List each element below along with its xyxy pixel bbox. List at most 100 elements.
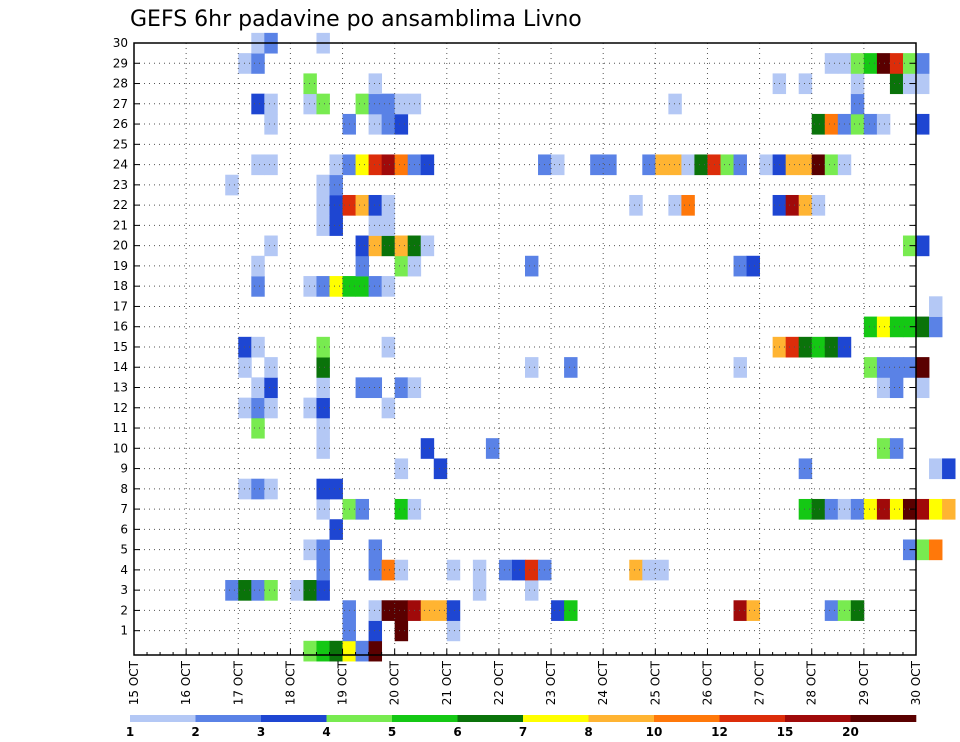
heatmap-cell — [863, 357, 878, 378]
heatmap-cell — [876, 377, 891, 399]
heatmap-cell — [316, 194, 330, 216]
heatmap-cell — [889, 498, 904, 520]
heatmap-cell — [251, 377, 265, 399]
heatmap-cell — [733, 154, 747, 176]
heatmap-cell — [368, 73, 383, 95]
heatmap-cell — [355, 276, 369, 297]
y-tick-label: 11 — [113, 421, 128, 435]
x-tick-label: 29 OCT — [857, 660, 871, 705]
heatmap-cell — [876, 53, 891, 74]
heatmap-cell — [368, 640, 383, 662]
heatmap-cell — [355, 235, 369, 257]
heatmap-cell — [329, 519, 343, 540]
heatmap-cell — [316, 215, 330, 236]
heatmap-cell — [668, 93, 682, 115]
heatmap-cell — [355, 93, 369, 115]
y-tick-label: 22 — [113, 198, 128, 212]
y-tick-label: 9 — [120, 462, 128, 476]
heatmap-cell — [381, 215, 396, 236]
heatmap-cell — [785, 194, 800, 216]
heatmap-cell — [824, 154, 839, 176]
heatmap-cell — [355, 154, 369, 176]
x-tick-label: 24 OCT — [596, 660, 610, 705]
heatmap-cell — [251, 154, 265, 176]
x-tick-label: 22 OCT — [492, 660, 506, 705]
colorbar-swatch — [588, 715, 655, 722]
heatmap-cell — [303, 580, 317, 601]
heatmap-cell — [525, 357, 539, 378]
y-tick-label: 15 — [113, 340, 128, 354]
heatmap-cell — [942, 498, 956, 520]
heatmap-cell — [590, 154, 604, 176]
heatmap-cell — [824, 53, 839, 74]
heatmap-cell — [381, 336, 396, 358]
heatmap-cell — [394, 113, 409, 135]
y-tick-label: 25 — [113, 137, 128, 151]
colorbar-swatch — [457, 715, 524, 722]
heatmap-cell — [355, 377, 369, 399]
heatmap-cell — [316, 559, 330, 581]
heatmap-cell — [798, 498, 813, 520]
y-tick-label: 21 — [113, 218, 128, 232]
heatmap-cell — [368, 600, 383, 621]
y-tick-label: 10 — [113, 441, 128, 455]
heatmap-cell — [225, 174, 239, 196]
colorbar-swatch — [850, 715, 917, 722]
heatmap-cell — [264, 478, 278, 500]
heatmap-cell — [525, 580, 539, 601]
y-tick-label: 30 — [113, 36, 128, 50]
heatmap-cell — [863, 53, 878, 74]
heatmap-cell — [264, 377, 278, 399]
heatmap-cell — [368, 377, 383, 399]
y-tick-label: 1 — [120, 624, 128, 638]
heatmap-cell — [316, 478, 330, 500]
colorbar-swatch — [785, 715, 851, 722]
chart-title: GEFS 6hr padavine po ansamblima Livno — [130, 7, 582, 32]
heatmap-cell — [850, 93, 865, 115]
heatmap-cell — [811, 194, 826, 216]
heatmap-cell — [811, 113, 826, 135]
heatmap-cell — [629, 194, 643, 216]
heatmap-cell — [381, 235, 396, 257]
heatmap-cell — [251, 580, 265, 601]
heatmap-cell — [329, 154, 343, 176]
y-axis: 1234567891011121314151617181920212223242… — [113, 36, 916, 638]
x-axis: 15 OCT 16 OCT 17 OCT 18 OCT 19 OCT 20 OCT 21 O… — [127, 649, 923, 705]
y-tick-label: 8 — [120, 482, 128, 496]
heatmap-cell — [655, 154, 669, 176]
heatmap-cell — [368, 235, 383, 257]
heatmap-cell — [733, 255, 747, 277]
heatmap-cell — [916, 357, 930, 378]
heatmap-cell — [251, 478, 265, 500]
colorbar-swatch — [261, 715, 327, 722]
heatmap-cell — [564, 600, 578, 621]
heatmap-cell — [290, 580, 304, 601]
heatmap-cell — [876, 438, 891, 459]
heatmap-cell — [668, 154, 682, 176]
heatmap-cell — [381, 154, 396, 176]
colorbar-swatch — [326, 715, 393, 722]
heatmap-cell — [551, 154, 565, 176]
heatmap-cell — [264, 397, 278, 419]
colorbar-label: 2 — [191, 725, 199, 739]
y-tick-label: 20 — [113, 239, 128, 253]
y-tick-label: 18 — [113, 279, 128, 293]
colorbar-label: 10 — [646, 725, 663, 739]
heatmap-cell — [433, 458, 448, 480]
heatmap-cell — [694, 154, 708, 176]
colorbar-label: 3 — [257, 725, 265, 739]
heatmap-cell — [381, 559, 396, 581]
heatmap-cell — [876, 113, 891, 135]
heatmap-cell — [303, 397, 317, 419]
y-tick-label: 17 — [113, 299, 128, 313]
heatmap-cell — [264, 357, 278, 378]
x-tick-label: 27 OCT — [753, 660, 767, 705]
heatmap-cell — [225, 580, 239, 601]
heatmap-cell — [316, 417, 330, 439]
heatmap-cell — [316, 397, 330, 419]
heatmap-cell — [329, 215, 343, 236]
heatmap-cell — [394, 498, 409, 520]
heatmap-cell — [525, 559, 539, 581]
heatmap-cell — [525, 255, 539, 277]
heatmap-cell — [759, 154, 774, 176]
